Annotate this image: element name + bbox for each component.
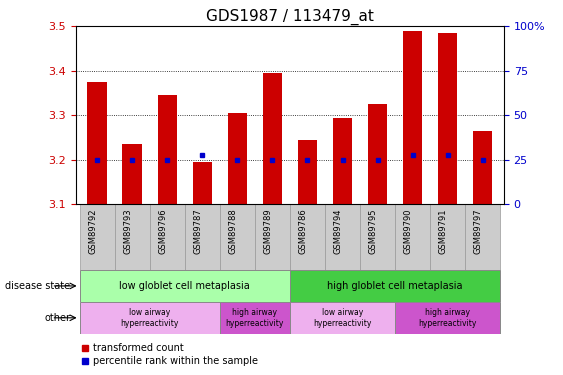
Bar	[185, 204, 220, 270]
Text: low airway
hyperreactivity: low airway hyperreactivity	[314, 308, 372, 328]
Bar	[79, 204, 115, 270]
Bar	[79, 302, 220, 334]
Text: GSM89786: GSM89786	[298, 209, 307, 254]
Bar	[79, 270, 290, 302]
Bar	[473, 131, 493, 204]
Text: GSM89795: GSM89795	[369, 209, 378, 254]
Text: GSM89788: GSM89788	[229, 209, 238, 254]
Bar	[220, 204, 255, 270]
Bar	[325, 204, 360, 270]
Text: high globlet cell metaplasia: high globlet cell metaplasia	[328, 281, 463, 291]
Bar	[368, 104, 387, 204]
Bar	[158, 95, 177, 204]
Bar	[290, 270, 501, 302]
Bar	[263, 73, 282, 204]
Text: other: other	[44, 313, 70, 323]
Text: GSM89796: GSM89796	[158, 209, 167, 254]
Bar	[123, 144, 142, 204]
Text: GSM89789: GSM89789	[263, 209, 272, 254]
Bar	[290, 302, 395, 334]
Bar	[298, 140, 317, 204]
Bar	[395, 204, 430, 270]
Text: GSM89787: GSM89787	[193, 209, 202, 254]
Bar	[395, 302, 501, 334]
Bar	[290, 204, 325, 270]
Bar	[227, 113, 247, 204]
Bar	[150, 204, 185, 270]
Text: GSM89790: GSM89790	[404, 209, 413, 254]
Title: GDS1987 / 113479_at: GDS1987 / 113479_at	[206, 9, 374, 25]
Bar	[333, 117, 352, 204]
Bar	[430, 204, 465, 270]
Text: low airway
hyperreactivity: low airway hyperreactivity	[120, 308, 179, 328]
Legend: transformed count, percentile rank within the sample: transformed count, percentile rank withi…	[81, 344, 257, 366]
Text: GSM89792: GSM89792	[88, 209, 97, 254]
Bar	[193, 162, 212, 204]
Text: GSM89794: GSM89794	[333, 209, 342, 254]
Text: high airway
hyperreactivity: high airway hyperreactivity	[418, 308, 477, 328]
Text: low globlet cell metaplasia: low globlet cell metaplasia	[119, 281, 250, 291]
Text: GSM89797: GSM89797	[474, 209, 483, 254]
Text: GSM89793: GSM89793	[123, 209, 132, 254]
Bar	[360, 204, 395, 270]
Bar	[255, 204, 290, 270]
Bar	[115, 204, 150, 270]
Text: high airway
hyperreactivity: high airway hyperreactivity	[226, 308, 284, 328]
Bar	[465, 204, 501, 270]
Text: disease state: disease state	[5, 281, 70, 291]
Bar	[403, 31, 422, 204]
Text: GSM89791: GSM89791	[439, 209, 448, 254]
Bar	[438, 33, 457, 204]
Bar	[220, 302, 290, 334]
Bar	[87, 82, 107, 204]
